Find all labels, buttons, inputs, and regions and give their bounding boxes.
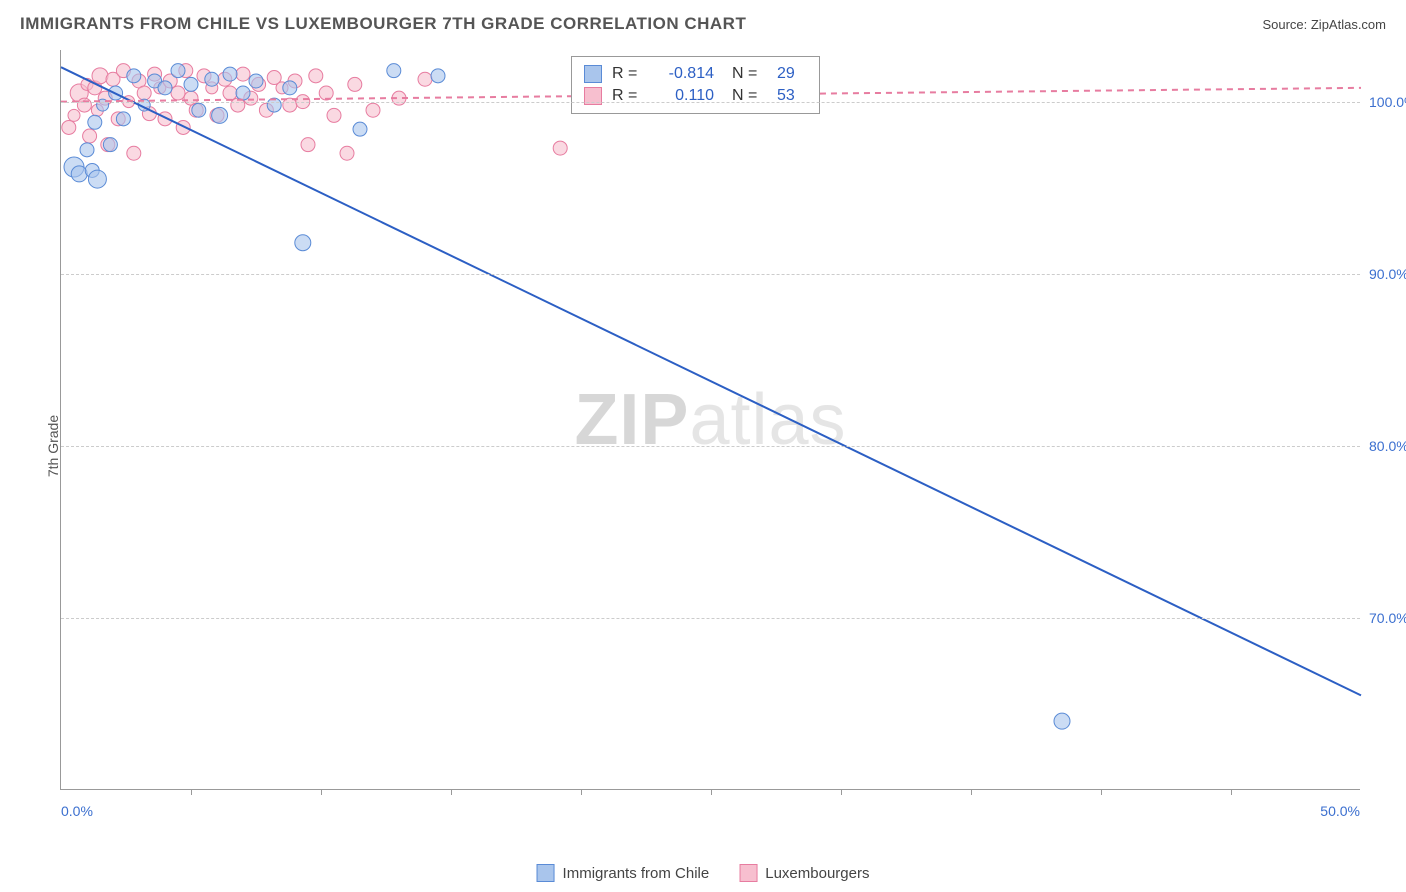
chart-svg: [61, 50, 1360, 789]
gridline: [61, 618, 1360, 619]
data-point: [77, 98, 91, 112]
data-point: [309, 69, 323, 83]
x-tick: [1101, 789, 1102, 795]
source-link[interactable]: ZipAtlas.com: [1311, 17, 1386, 32]
data-point: [127, 146, 141, 160]
x-tick-start: 0.0%: [61, 803, 93, 819]
x-tick: [321, 789, 322, 795]
data-point: [103, 138, 117, 152]
data-point: [283, 81, 297, 95]
data-point: [236, 86, 250, 100]
source-citation: Source: ZipAtlas.com: [1262, 17, 1386, 32]
n-value-series1: 29: [777, 65, 807, 83]
data-point: [212, 107, 228, 123]
data-point: [236, 67, 250, 81]
stats-legend-box: R = -0.814 N = 29 R = 0.110 N = 53: [571, 56, 820, 114]
trend-line: [61, 67, 1361, 695]
r-value-series1: -0.814: [652, 65, 714, 83]
x-tick: [1231, 789, 1232, 795]
data-point: [88, 170, 106, 188]
data-point: [366, 103, 380, 117]
data-point: [223, 86, 237, 100]
data-point: [92, 68, 108, 84]
data-point: [171, 64, 185, 78]
y-axis-label: 7th Grade: [45, 415, 61, 477]
y-tick-label: 90.0%: [1369, 266, 1406, 282]
data-point: [68, 109, 80, 121]
y-tick-label: 70.0%: [1369, 610, 1406, 626]
x-tick: [191, 789, 192, 795]
data-point: [137, 86, 151, 100]
data-point: [340, 146, 354, 160]
gridline: [61, 446, 1360, 447]
data-point: [387, 64, 401, 78]
x-tick: [711, 789, 712, 795]
data-point: [348, 77, 362, 91]
data-point: [418, 72, 432, 86]
legend-item-series2: Luxembourgers: [739, 864, 869, 882]
y-tick-label: 80.0%: [1369, 438, 1406, 454]
data-point: [171, 86, 185, 100]
chart-header: IMMIGRANTS FROM CHILE VS LUXEMBOURGER 7T…: [20, 14, 1386, 34]
gridline: [61, 102, 1360, 103]
data-point: [127, 69, 141, 83]
swatch-series1: [584, 65, 602, 83]
stats-row-series2: R = 0.110 N = 53: [584, 85, 807, 107]
data-point: [176, 120, 190, 134]
data-point: [158, 81, 172, 95]
r-label: R =: [612, 65, 642, 83]
data-point: [192, 103, 206, 117]
n-label: N =: [732, 65, 767, 83]
x-tick-end: 50.0%: [1320, 803, 1360, 819]
data-point: [116, 112, 130, 126]
legend-label-series2: Luxembourgers: [765, 865, 869, 882]
data-point: [62, 120, 76, 134]
legend-label-series1: Immigrants from Chile: [563, 865, 710, 882]
data-point: [353, 122, 367, 136]
source-prefix: Source:: [1262, 17, 1310, 32]
x-tick: [451, 789, 452, 795]
legend-item-series1: Immigrants from Chile: [537, 864, 710, 882]
data-point: [431, 69, 445, 83]
x-tick: [581, 789, 582, 795]
data-point: [223, 67, 237, 81]
legend-swatch-series2: [739, 864, 757, 882]
data-point: [83, 129, 97, 143]
y-tick-label: 100.0%: [1369, 94, 1406, 110]
x-tick: [971, 789, 972, 795]
chart-title: IMMIGRANTS FROM CHILE VS LUXEMBOURGER 7T…: [20, 14, 746, 34]
stats-row-series1: R = -0.814 N = 29: [584, 63, 807, 85]
data-point: [80, 143, 94, 157]
data-point: [249, 74, 263, 88]
data-point: [301, 138, 315, 152]
data-point: [295, 235, 311, 251]
gridline: [61, 274, 1360, 275]
x-tick: [841, 789, 842, 795]
data-point: [71, 166, 87, 182]
data-point: [327, 108, 341, 122]
data-point: [1054, 713, 1070, 729]
data-point: [184, 77, 198, 91]
data-point: [88, 115, 102, 129]
plot-area: ZIPatlas R = -0.814 N = 29 R = 0.110 N =…: [60, 50, 1360, 790]
data-point: [553, 141, 567, 155]
legend-swatch-series1: [537, 864, 555, 882]
bottom-legend: Immigrants from Chile Luxembourgers: [537, 864, 870, 882]
data-point: [205, 72, 219, 86]
